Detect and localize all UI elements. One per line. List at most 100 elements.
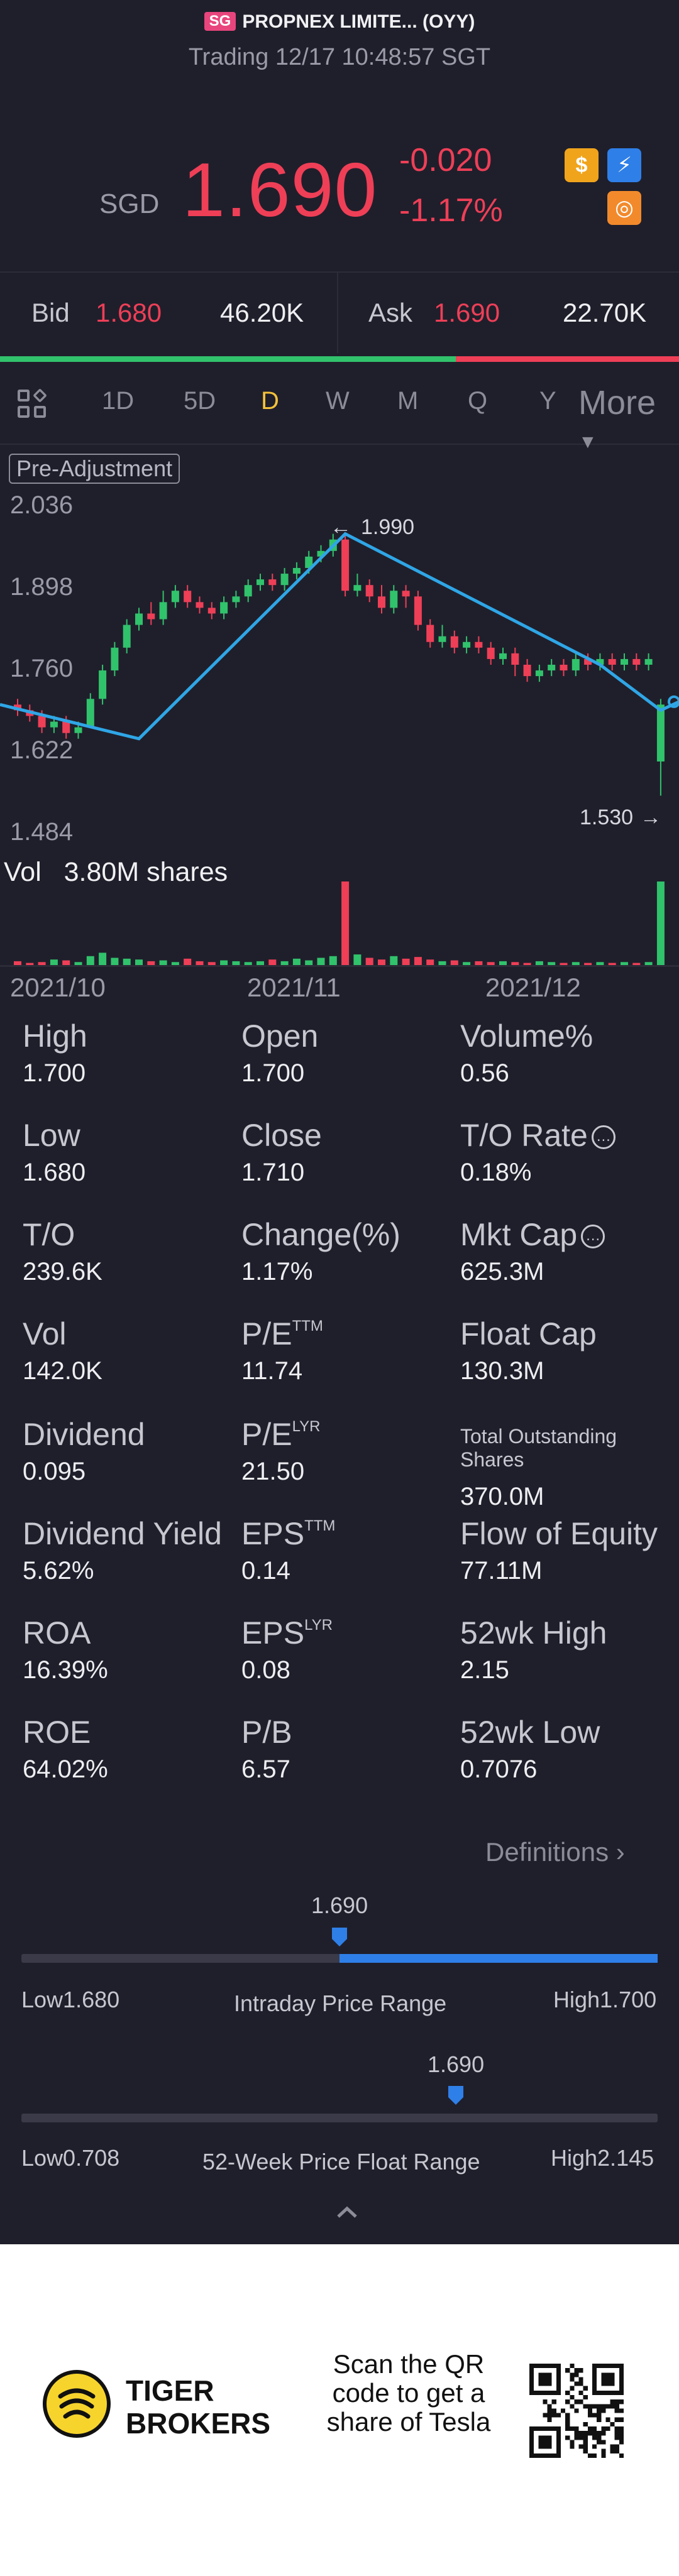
- stat-label: P/ELYR: [241, 1416, 321, 1453]
- tab-m[interactable]: M: [397, 387, 419, 415]
- candle-body: [244, 585, 252, 597]
- volume-bar: [596, 962, 604, 966]
- info-icon[interactable]: …: [591, 1125, 616, 1149]
- volume-bar: [402, 958, 410, 966]
- candle-body: [656, 704, 665, 761]
- volume-bar: [341, 881, 350, 966]
- week52-current: 1.690: [428, 2051, 485, 2077]
- stat-cell: Change(%) 1.17%: [241, 1216, 400, 1286]
- pre-adjustment-toggle[interactable]: Pre-Adjustment: [9, 454, 180, 484]
- tab-d[interactable]: D: [261, 387, 279, 415]
- volume-bar: [123, 958, 131, 966]
- volume-bar: [487, 962, 495, 966]
- stat-label: Dividend Yield: [23, 1515, 222, 1552]
- week52-range-track: [21, 2114, 658, 2122]
- target-circle-icon[interactable]: ◎: [607, 191, 641, 225]
- info-icon[interactable]: …: [581, 1225, 605, 1248]
- tab-1d[interactable]: 1D: [102, 387, 135, 415]
- stat-label-text: Close: [241, 1118, 322, 1153]
- volume-bar: [426, 959, 434, 966]
- volume-bar: [244, 962, 252, 966]
- high-marker-label: 1.990: [361, 515, 414, 539]
- stat-cell: EPSLYR 0.08: [241, 1615, 333, 1684]
- candle-body: [196, 602, 204, 608]
- ask-ratio-bar: [456, 356, 679, 362]
- candle-body: [341, 539, 350, 591]
- volume-bar: [196, 961, 204, 966]
- stat-cell: 52wk Low 0.7076: [460, 1714, 600, 1784]
- ask-size: 22.70K: [563, 298, 647, 327]
- candle-body: [353, 585, 362, 591]
- volume-bar: [159, 960, 167, 966]
- candle-body: [560, 665, 568, 671]
- quote-header: SG PROPNEX LIMITE... (OYY) Trading 12/17 …: [0, 0, 679, 270]
- candle-body: [184, 591, 192, 603]
- candle-body: [123, 625, 131, 648]
- candlestick-chart[interactable]: ← 1.990 1.530 →: [0, 478, 679, 829]
- tab-q[interactable]: Q: [468, 387, 488, 415]
- candle-body: [268, 579, 277, 586]
- stat-label: Float Cap: [460, 1316, 597, 1352]
- volume-bar: [232, 961, 240, 966]
- qr-promo-text: Scan the QR code to get a share of Tesla: [326, 2349, 491, 2437]
- volume-bar: [14, 961, 21, 966]
- candle-body: [621, 658, 628, 665]
- stat-label-text: P/E: [241, 1316, 292, 1351]
- intraday-marker-icon: [332, 1928, 347, 1946]
- stat-cell: Flow of Equity 77.11M: [460, 1515, 658, 1585]
- volume-bar: [644, 962, 653, 966]
- week52-title: 52-Week Price Float Range: [202, 2149, 480, 2175]
- dollar-coin-icon[interactable]: $: [565, 148, 599, 182]
- chevron-up-icon[interactable]: [334, 2204, 360, 2220]
- candle-body: [511, 653, 519, 665]
- tab-w[interactable]: W: [326, 387, 350, 415]
- volume-bar: [147, 961, 155, 966]
- stat-value: 1.680: [23, 1159, 86, 1186]
- candle-body: [159, 602, 167, 619]
- volume-bar: [38, 962, 46, 966]
- stat-cell: T/O 239.6K: [23, 1216, 102, 1286]
- volume-bar: [329, 956, 337, 966]
- stat-value: 0.08: [241, 1656, 290, 1684]
- bid-label: Bid: [31, 298, 70, 327]
- candle-body: [99, 670, 107, 699]
- volume-bar: [511, 962, 519, 966]
- stat-label-text: P/E: [241, 1417, 292, 1452]
- grid-layout-icon[interactable]: [18, 388, 48, 420]
- stock-name-row[interactable]: SG PROPNEX LIMITE... (OYY): [0, 11, 679, 33]
- stat-label-text: Float Cap: [460, 1316, 597, 1351]
- candle-body: [463, 641, 471, 648]
- stat-cell: ROA 16.39%: [23, 1615, 108, 1684]
- price-change-percent: -1.17%: [399, 192, 503, 229]
- stat-cell: Close 1.710: [241, 1117, 322, 1187]
- volume-bar: [268, 959, 277, 966]
- volume-bar: [135, 959, 143, 966]
- candle-body: [280, 574, 289, 586]
- volume-bar: [353, 954, 362, 966]
- candle-body: [414, 596, 422, 625]
- tab-5d[interactable]: 5D: [184, 387, 216, 415]
- candle-body: [390, 591, 398, 608]
- stat-value: 6.57: [241, 1755, 290, 1783]
- volume-bar: [621, 962, 628, 966]
- stat-value: 64.02%: [23, 1755, 108, 1783]
- qr-code-icon[interactable]: [529, 2364, 624, 2458]
- stat-cell: EPSTTM 0.14: [241, 1515, 335, 1585]
- stat-cell: ROE 64.02%: [23, 1714, 108, 1784]
- stat-value: 2.15: [460, 1656, 509, 1684]
- more-tab[interactable]: More ▼: [578, 383, 679, 461]
- stat-value: 1.700: [23, 1059, 86, 1087]
- candle-body: [257, 579, 264, 586]
- definitions-link[interactable]: Definitions ›: [485, 1837, 625, 1867]
- week52-marker-icon: [448, 2086, 463, 2105]
- trendline: [0, 532, 679, 741]
- candle-body: [220, 602, 228, 614]
- week52-low: Low0.708: [21, 2145, 120, 2171]
- lightning-icon[interactable]: ⚡: [607, 148, 641, 182]
- tab-y[interactable]: Y: [539, 387, 556, 415]
- stat-cell: Float Cap 130.3M: [460, 1316, 597, 1385]
- candle-body: [475, 641, 483, 648]
- volume-bar: [523, 963, 531, 966]
- volume-label: Vol: [4, 857, 41, 887]
- stat-cell: Volume% 0.56: [460, 1018, 593, 1088]
